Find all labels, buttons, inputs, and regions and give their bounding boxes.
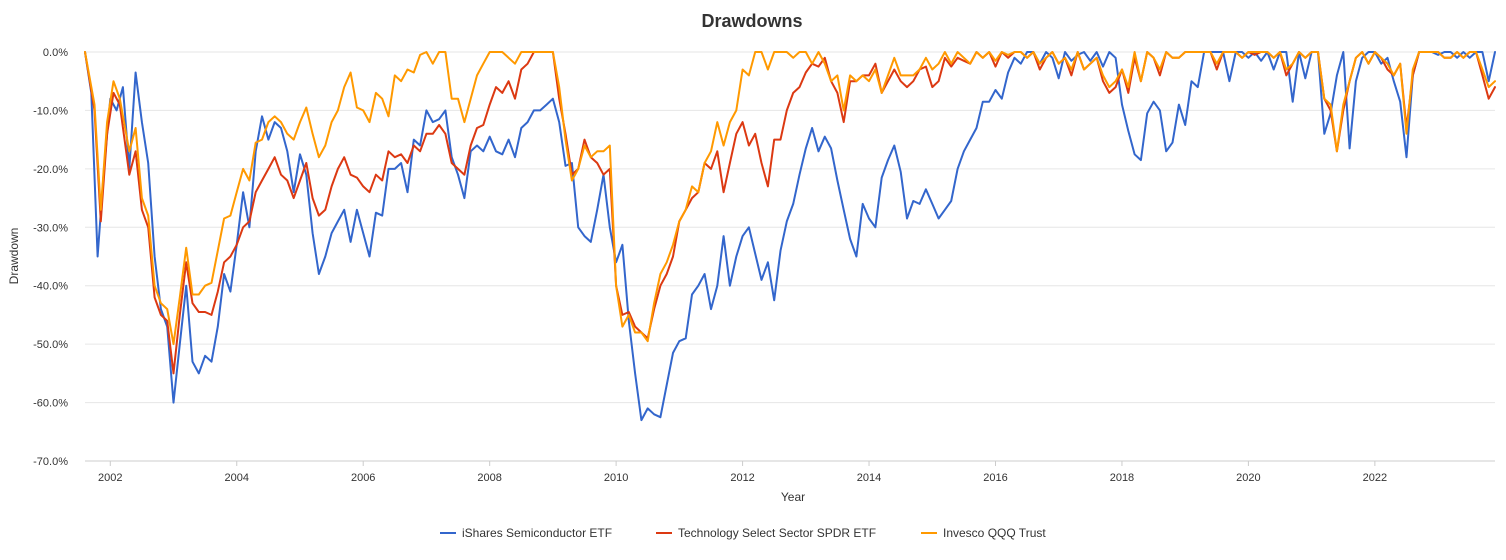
chart-title: Drawdowns (701, 11, 802, 31)
x-tick-label: 2002 (98, 472, 122, 484)
x-tick-label: 2004 (225, 472, 249, 484)
y-tick-label: -30.0% (33, 222, 68, 234)
x-tick-label: 2016 (983, 472, 1007, 484)
legend: iShares Semiconductor ETF Technology Sele… (440, 526, 1046, 540)
gridlines (85, 52, 1495, 461)
y-tick-label: -50.0% (33, 339, 68, 351)
y-tick-label: -40.0% (33, 281, 68, 293)
x-tick-label: 2014 (857, 472, 881, 484)
series-line-3 (85, 52, 1495, 344)
x-tick-label: 2012 (730, 472, 754, 484)
x-tick-label: 2006 (351, 472, 375, 484)
legend-label: Technology Select Sector SPDR ETF (678, 526, 876, 540)
x-tick-label: 2022 (1363, 472, 1387, 484)
y-tick-label: 0.0% (43, 47, 68, 59)
series-line-1 (85, 52, 1495, 420)
y-tick-label: -70.0% (33, 456, 68, 468)
x-tick-label: 2020 (1236, 472, 1260, 484)
x-axis-ticks: 2002 2004 2006 2008 2010 2012 2014 2016 2018 2020… (85, 461, 1495, 484)
legend-label: Invesco QQQ Trust (943, 526, 1046, 540)
y-tick-label: -20.0% (33, 164, 68, 176)
y-tick-label: -60.0% (33, 398, 68, 410)
y-axis-ticks: 0.0% -10.0% -20.0% -30.0% -40.0% -50.0% -60.0%… (33, 47, 68, 468)
series-lines (85, 52, 1495, 420)
x-tick-label: 2010 (604, 472, 628, 484)
y-tick-label: -10.0% (33, 105, 68, 117)
x-tick-label: 2008 (477, 472, 501, 484)
y-axis-label: Drawdown (7, 228, 21, 285)
x-axis-label: Year (781, 490, 805, 504)
legend-label: iShares Semiconductor ETF (462, 526, 612, 540)
x-tick-label: 2018 (1110, 472, 1134, 484)
